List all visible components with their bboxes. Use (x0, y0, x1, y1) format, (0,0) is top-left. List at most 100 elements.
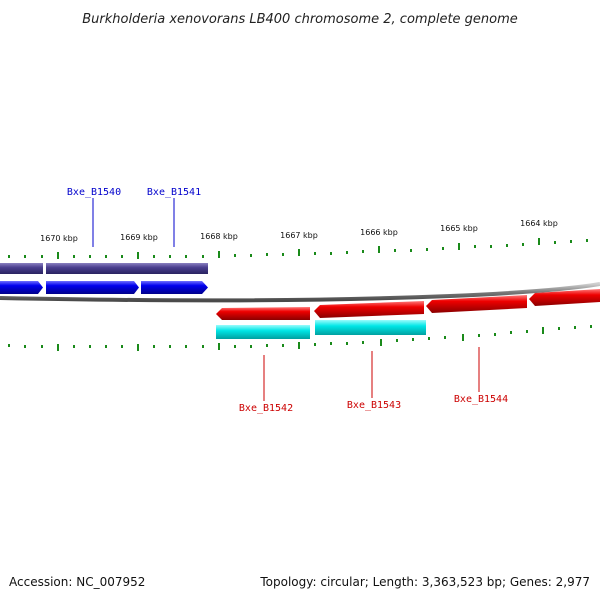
tick-mark (314, 343, 316, 346)
tick-mark (153, 255, 155, 258)
tick-mark (380, 339, 382, 346)
tick-mark (442, 247, 444, 250)
tick-mark (574, 326, 576, 329)
reverse-band-segment[interactable] (216, 325, 310, 339)
tick-mark (24, 345, 26, 348)
forward-cds-arrow[interactable] (141, 281, 208, 294)
tick-mark (490, 245, 492, 248)
tick-mark (218, 251, 220, 258)
tick-mark (266, 344, 268, 347)
tick-mark (57, 252, 59, 259)
tick-mark (428, 337, 430, 340)
forward-band-segment[interactable] (46, 263, 208, 274)
topology-text: Topology: circular; Length: 3,363,523 bp… (259, 575, 590, 589)
scale-label: 1666 kbp (360, 228, 398, 237)
tick-mark (41, 255, 43, 258)
gene-label-reverse[interactable]: Bxe_B1543 (347, 400, 401, 411)
scale-label: 1669 kbp (120, 233, 158, 242)
tick-mark (410, 249, 412, 252)
tick-mark (121, 345, 123, 348)
tick-mark (494, 333, 496, 336)
reverse-cds-arrow[interactable] (529, 289, 600, 306)
tick-mark (538, 238, 540, 245)
reverse-band-segment[interactable] (315, 320, 426, 335)
tick-mark (137, 344, 139, 351)
tick-mark (510, 331, 512, 334)
tick-mark (330, 252, 332, 255)
genome-backbone (0, 282, 600, 303)
tick-mark (586, 239, 588, 242)
forward-gene-labels: Bxe_B1540 Bxe_B1541 (67, 187, 201, 247)
tick-mark (590, 325, 592, 328)
tick-mark (41, 345, 43, 348)
tick-mark (89, 255, 91, 258)
tick-mark (8, 255, 10, 258)
gene-label-reverse[interactable]: Bxe_B1544 (454, 394, 508, 405)
tick-mark (542, 327, 544, 334)
tick-mark (298, 342, 300, 349)
tick-mark (121, 255, 123, 258)
tick-mark (412, 338, 414, 341)
tick-mark (89, 345, 91, 348)
forward-cds-arrow[interactable] (46, 281, 139, 294)
scale-label: 1668 kbp (200, 232, 238, 241)
tick-mark (362, 250, 364, 253)
scale-label: 1667 kbp (280, 231, 318, 240)
scale-labels: 1670 kbp 1669 kbp 1668 kbp 1667 kbp 1666… (40, 219, 558, 243)
tick-mark (8, 344, 10, 347)
reverse-cds-arrow[interactable] (314, 301, 424, 318)
reverse-cds-track (216, 289, 600, 320)
tick-mark (169, 345, 171, 348)
tick-mark (346, 342, 348, 345)
inner-tick-ring (8, 325, 592, 351)
gene-label-reverse[interactable]: Bxe_B1542 (239, 403, 293, 414)
tick-mark (73, 345, 75, 348)
reverse-gene-labels: Bxe_B1542 Bxe_B1543 Bxe_B1544 (239, 347, 508, 414)
tick-mark (250, 345, 252, 348)
reverse-cds-arrow[interactable] (426, 295, 527, 313)
tick-mark (282, 344, 284, 347)
tick-mark (153, 345, 155, 348)
tick-mark (282, 253, 284, 256)
tick-mark (474, 245, 476, 248)
gene-label-forward[interactable]: Bxe_B1540 (67, 187, 121, 198)
outer-tick-ring (8, 238, 588, 259)
tick-mark (506, 244, 508, 247)
tick-mark (202, 255, 204, 258)
tick-mark (458, 243, 460, 250)
tick-mark (378, 246, 380, 253)
tick-mark (137, 252, 139, 259)
tick-mark (218, 343, 220, 350)
scale-label: 1670 kbp (40, 234, 78, 243)
tick-mark (185, 345, 187, 348)
tick-mark (330, 342, 332, 345)
forward-cds-arrow[interactable] (0, 281, 43, 294)
tick-mark (185, 255, 187, 258)
scale-label: 1665 kbp (440, 224, 478, 233)
tick-mark (526, 330, 528, 333)
tick-mark (462, 334, 464, 341)
tick-mark (57, 344, 59, 351)
tick-mark (314, 252, 316, 255)
tick-mark (554, 241, 556, 244)
forward-band-segment[interactable] (0, 263, 43, 274)
reverse-cds-arrow[interactable] (216, 307, 310, 320)
tick-mark (105, 345, 107, 348)
tick-mark (298, 249, 300, 256)
tick-mark (266, 253, 268, 256)
reverse-gene-band (216, 320, 426, 339)
gene-label-forward[interactable]: Bxe_B1541 (147, 187, 201, 198)
tick-mark (522, 243, 524, 246)
map-title: Burkholderia xenovorans LB400 chromosome… (82, 12, 518, 27)
tick-mark (396, 339, 398, 342)
forward-gene-band (0, 263, 208, 274)
tick-mark (394, 249, 396, 252)
tick-mark (24, 255, 26, 258)
tick-mark (362, 341, 364, 344)
tick-mark (444, 336, 446, 339)
tick-mark (234, 345, 236, 348)
tick-mark (169, 255, 171, 258)
tick-mark (202, 345, 204, 348)
tick-mark (234, 254, 236, 257)
